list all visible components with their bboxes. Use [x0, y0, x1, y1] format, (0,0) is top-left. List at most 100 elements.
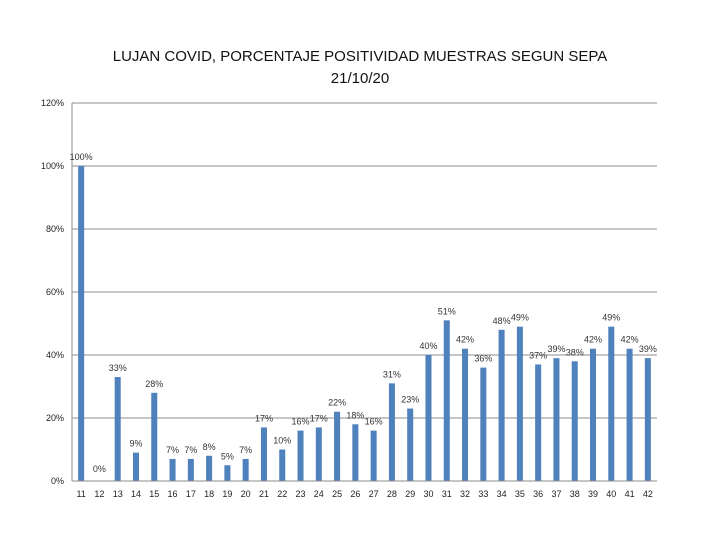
data-label: 51%: [438, 306, 456, 316]
x-tick-label: 25: [332, 489, 342, 499]
data-label: 42%: [584, 335, 602, 345]
bar: [114, 377, 121, 481]
x-tick-label: 28: [387, 489, 397, 499]
x-tick-label: 17: [186, 489, 196, 499]
x-axis: 11 12 13 14 15 16 17 18 19 20 21 22 23 24 25 26 27 28 29 30…: [72, 480, 657, 499]
bar: [480, 367, 487, 481]
x-tick-label: 27: [369, 489, 379, 499]
x-tick-label: 16: [168, 489, 178, 499]
data-label: 7%: [184, 445, 197, 455]
x-tick-label: 33: [478, 489, 488, 499]
bar: [425, 355, 432, 481]
x-tick-label: 21: [259, 489, 269, 499]
data-label: 100%: [70, 152, 93, 162]
x-tick-label: 37: [551, 489, 561, 499]
data-label: 9%: [129, 439, 142, 449]
y-tick-label: 40%: [46, 350, 64, 360]
data-label: 40%: [419, 341, 437, 351]
data-label: 38%: [566, 347, 584, 357]
bar: [553, 358, 560, 481]
bar: [132, 452, 140, 481]
x-tick-label: 13: [113, 489, 123, 499]
data-label: 33%: [109, 363, 127, 373]
data-label: 31%: [383, 369, 401, 379]
x-tick-label: 39: [588, 489, 598, 499]
data-label: 7%: [239, 445, 252, 455]
bar: [498, 329, 505, 481]
data-label: 7%: [166, 445, 179, 455]
bar: [78, 166, 85, 481]
x-tick-label: 20: [241, 489, 251, 499]
y-tick-label: 80%: [46, 224, 64, 234]
bar: [407, 408, 414, 481]
bar: [644, 358, 651, 481]
bar: [169, 458, 176, 481]
x-tick-label: 41: [625, 489, 635, 499]
bar: [608, 326, 615, 481]
chart-subtitle: 21/10/20: [330, 70, 390, 87]
data-label: 23%: [401, 395, 419, 405]
x-tick-label: 19: [222, 489, 232, 499]
data-label: 5%: [221, 451, 234, 461]
x-tick-label: 14: [131, 489, 141, 499]
data-label: 18%: [346, 410, 364, 420]
bar: [206, 455, 213, 481]
bar: [260, 427, 267, 481]
y-axis: 0% 20% 40% 60% 80% 100% 120%: [41, 98, 73, 486]
bar: [388, 383, 395, 481]
x-tick-label: 11: [76, 489, 85, 499]
bar: [443, 320, 450, 481]
data-label: 49%: [602, 313, 620, 323]
bar: [535, 364, 542, 481]
y-tick-label: 100%: [41, 161, 64, 171]
bar: [279, 449, 286, 481]
data-label: 8%: [203, 442, 216, 452]
y-tick-label: 120%: [41, 98, 64, 108]
x-tick-label: 31: [442, 489, 452, 499]
bar: [571, 361, 578, 481]
x-tick-label: 34: [497, 489, 507, 499]
x-tick-label: 26: [350, 489, 360, 499]
bar: [352, 424, 359, 481]
bar: [151, 392, 158, 481]
y-tick-label: 60%: [46, 287, 64, 297]
x-tick-label: 30: [423, 489, 433, 499]
y-tick-label: 20%: [46, 413, 64, 423]
bar: [242, 458, 249, 481]
data-label: 39%: [547, 344, 565, 354]
bar: [516, 326, 523, 481]
bar: [297, 430, 304, 481]
x-tick-label: 36: [533, 489, 543, 499]
data-label: 49%: [511, 313, 529, 323]
x-tick-label: 38: [570, 489, 580, 499]
bar: [334, 411, 341, 481]
data-label: 0%: [93, 464, 106, 474]
bar: [462, 348, 469, 481]
data-label: 17%: [255, 413, 273, 423]
data-label: 39%: [639, 344, 657, 354]
data-label: 36%: [474, 354, 492, 364]
bars: [78, 166, 651, 481]
data-label: 22%: [328, 398, 346, 408]
x-tick-label: 23: [296, 489, 306, 499]
bar: [589, 348, 597, 481]
data-label: 10%: [273, 436, 291, 446]
data-label: 28%: [145, 379, 163, 389]
chart-title: LUJAN COVID, PORCENTAJE POSITIVIDAD MUES…: [112, 48, 608, 65]
data-label: 42%: [456, 335, 474, 345]
x-tick-label: 35: [515, 489, 525, 499]
x-tick-label: 29: [405, 489, 415, 499]
x-tick-label: 32: [460, 489, 470, 499]
bar: [224, 465, 231, 481]
x-tick-label: 40: [606, 489, 616, 499]
x-tick-label: 12: [94, 489, 104, 499]
bar: [626, 348, 633, 481]
x-tick-label: 24: [314, 489, 324, 499]
x-tick-label: 15: [149, 489, 159, 499]
bar: [315, 427, 322, 481]
bar: [187, 458, 194, 481]
data-label: 16%: [365, 417, 383, 427]
x-tick-label: 18: [204, 489, 214, 499]
x-tick-label: 22: [277, 489, 287, 499]
